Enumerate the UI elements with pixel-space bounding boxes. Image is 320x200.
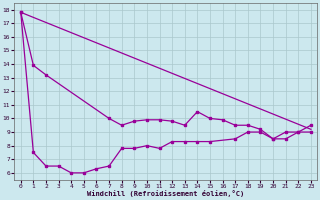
X-axis label: Windchill (Refroidissement éolien,°C): Windchill (Refroidissement éolien,°C): [87, 190, 244, 197]
